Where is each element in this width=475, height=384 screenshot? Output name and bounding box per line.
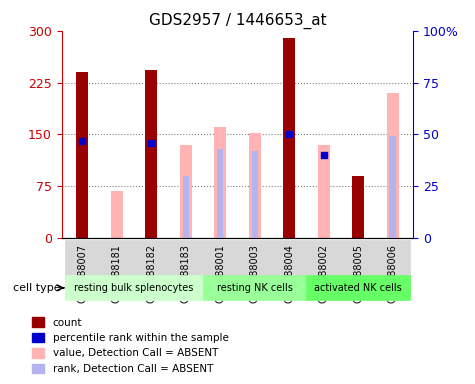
Bar (76, 72, 88, 238)
Bar (318, 145, 330, 238)
Bar (272, 240, 306, 298)
Bar (217, 149, 223, 238)
Bar (283, 38, 295, 238)
Bar (203, 240, 238, 298)
Bar (214, 127, 226, 238)
Title: GDS2957 / 1446653_at: GDS2957 / 1446653_at (149, 13, 326, 29)
Bar (306, 240, 341, 298)
Bar (169, 240, 203, 298)
Bar (134, 240, 169, 298)
Bar (238, 240, 272, 298)
Text: resting bulk splenocytes: resting bulk splenocytes (75, 283, 194, 293)
Bar (387, 93, 399, 238)
Bar (100, 240, 134, 298)
Text: activated NK cells: activated NK cells (314, 283, 402, 293)
Bar (375, 240, 410, 298)
Text: cell type: cell type (13, 283, 61, 293)
Bar (306, 275, 410, 300)
Bar (352, 176, 364, 238)
Bar (203, 275, 306, 300)
Text: resting NK cells: resting NK cells (217, 283, 293, 293)
Bar (341, 240, 375, 298)
Bar (249, 133, 261, 238)
Bar (65, 275, 203, 300)
Bar (111, 191, 123, 238)
Bar (65, 240, 100, 298)
Bar (390, 136, 396, 238)
Bar (180, 145, 192, 238)
Legend: count, percentile rank within the sample, value, Detection Call = ABSENT, rank, : count, percentile rank within the sample… (32, 317, 228, 374)
Bar (183, 176, 189, 238)
Bar (252, 151, 258, 238)
Bar (145, 70, 157, 238)
